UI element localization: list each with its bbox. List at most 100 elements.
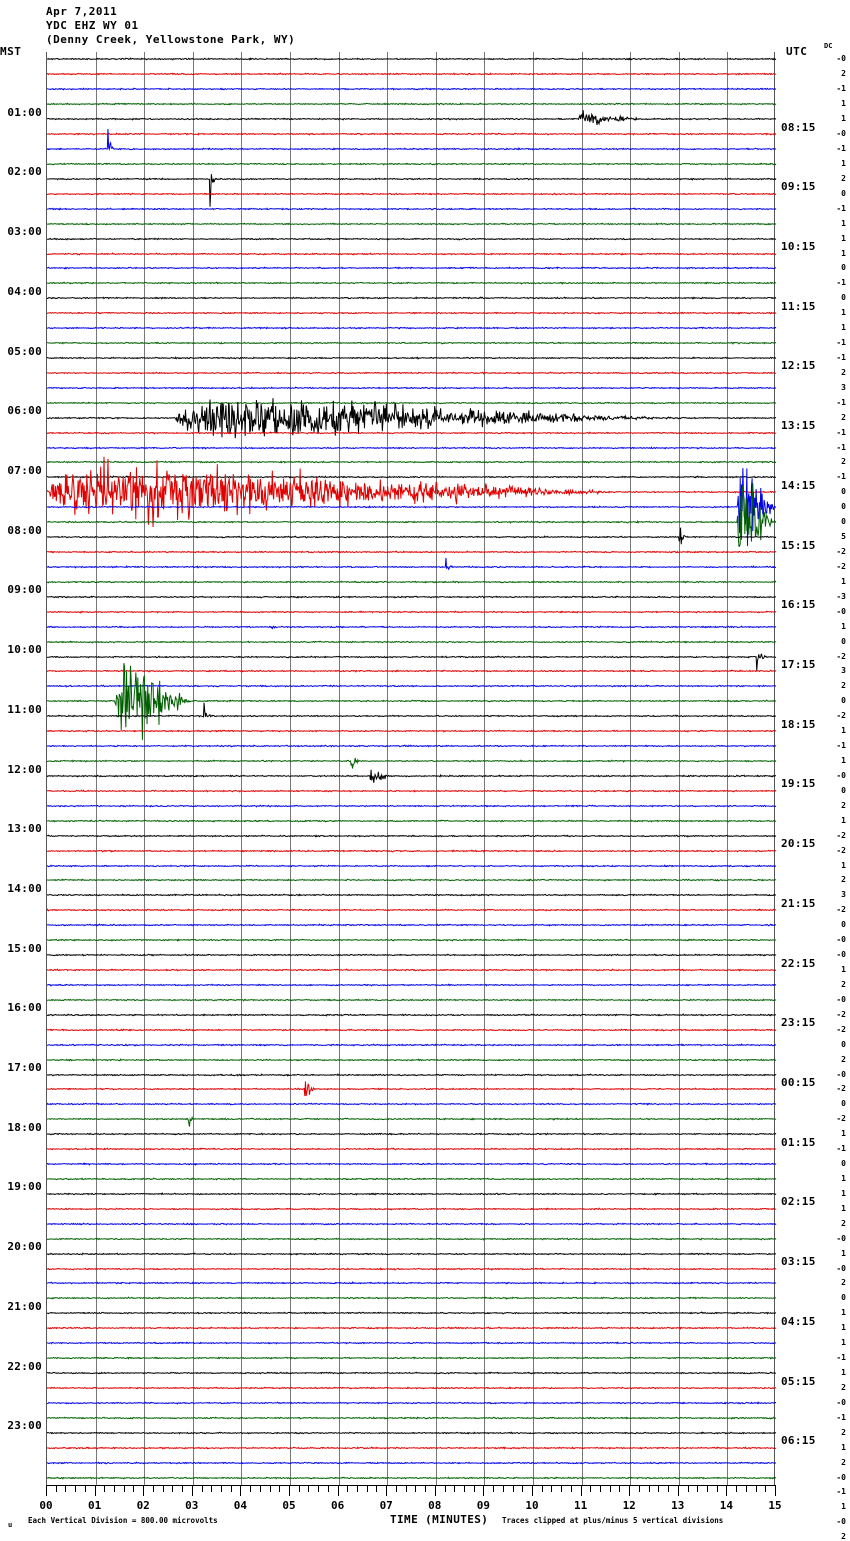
dc-offset-value: 0 <box>841 1099 846 1109</box>
x-tick-minor <box>220 1485 222 1492</box>
trace-row <box>46 653 777 671</box>
trace-row <box>46 669 777 674</box>
dc-offset-value: 3 <box>841 890 846 900</box>
trace-row <box>46 266 777 271</box>
trace-path <box>46 311 777 315</box>
trace-row <box>46 326 777 330</box>
utc-time-label: 22:15 <box>781 956 816 970</box>
trace-row <box>46 162 777 166</box>
trace-path <box>46 1326 777 1331</box>
x-tick-minor <box>327 1485 329 1492</box>
dc-offset-value: 1 <box>841 308 846 318</box>
dc-offset-value: 1 <box>841 815 846 825</box>
trace-path <box>46 639 777 644</box>
trace-row <box>46 938 777 942</box>
mst-time-label: 01:00 <box>7 105 42 119</box>
dc-offset-value: 1 <box>841 1248 846 1258</box>
trace-row <box>46 296 777 300</box>
trace-row <box>46 1445 777 1450</box>
trace-path <box>46 397 777 438</box>
gridline-minute-3 <box>192 52 194 1485</box>
trace-row <box>46 401 777 405</box>
trace-row <box>46 1013 777 1017</box>
trace-path <box>46 173 777 207</box>
utc-time-label: 17:15 <box>781 658 816 671</box>
dc-offset-value: -2 <box>836 1009 846 1019</box>
trace-row <box>46 968 777 972</box>
dc-offset-value: 1 <box>841 1173 846 1183</box>
gridline-minute-10 <box>533 52 534 1485</box>
x-tick-major <box>94 1485 96 1496</box>
x-tick-minor <box>473 1485 475 1492</box>
x-axis-ticks <box>46 1485 776 1497</box>
trace-row <box>46 341 777 345</box>
trace-path <box>46 1460 777 1465</box>
x-tick-minor <box>133 1485 135 1492</box>
trace-path <box>46 848 777 853</box>
trace-path <box>46 653 777 671</box>
mst-time-label: 14:00 <box>7 881 42 895</box>
x-axis-tick-label: 03 <box>185 1499 199 1512</box>
trace-path <box>46 729 777 733</box>
trace-row <box>46 744 777 748</box>
x-axis-line <box>46 1485 775 1486</box>
dc-offset-value: 0 <box>841 1039 846 1049</box>
dc-offset-value: 1 <box>841 1502 846 1512</box>
trace-path <box>46 132 777 136</box>
trace-row <box>46 1147 777 1151</box>
trace-path <box>46 1252 777 1256</box>
trace-path <box>46 1237 777 1241</box>
x-tick-minor <box>425 1485 427 1492</box>
trace-path <box>46 1192 777 1196</box>
dc-offset-value: -1 <box>836 1353 846 1363</box>
trace-row <box>46 878 777 883</box>
trace-path <box>46 129 777 152</box>
trace-path <box>46 1401 777 1405</box>
x-tick-major <box>726 1485 728 1496</box>
trace-row <box>46 848 777 853</box>
trace-row <box>46 527 777 545</box>
trace-path <box>46 550 777 554</box>
dc-offset-value: 0 <box>841 1159 846 1169</box>
x-tick-minor <box>755 1485 757 1492</box>
trace-path <box>46 1027 777 1032</box>
trace-row <box>46 557 777 571</box>
x-tick-minor <box>687 1485 689 1492</box>
mst-time-label: 21:00 <box>7 1299 42 1313</box>
trace-path <box>46 625 777 630</box>
x-tick-minor <box>561 1485 563 1492</box>
utc-time-label: 16:15 <box>781 598 816 612</box>
trace-path <box>46 983 777 987</box>
dc-offset-value: 2 <box>841 1218 846 1228</box>
trace-row <box>46 371 776 375</box>
x-tick-minor <box>609 1485 611 1492</box>
utc-time-label: 11:15 <box>781 299 816 313</box>
dc-offset-value: 1 <box>841 248 846 258</box>
dc-offset-value: -2 <box>836 561 846 571</box>
utc-time-label: 18:15 <box>781 717 816 731</box>
mst-time-label: 22:00 <box>7 1359 42 1373</box>
mst-time-label: 11:00 <box>7 702 42 716</box>
x-tick-minor <box>454 1485 456 1492</box>
x-axis-tick-label: 05 <box>282 1499 296 1512</box>
x-tick-minor <box>376 1485 378 1492</box>
trace-path <box>46 401 777 405</box>
x-tick-minor <box>493 1485 495 1492</box>
x-tick-major <box>580 1485 582 1496</box>
clip-note: Traces clipped at plus/minus 5 vertical … <box>502 1516 724 1525</box>
trace-row <box>46 1266 777 1271</box>
trace-path <box>46 1207 777 1211</box>
x-tick-minor <box>65 1485 67 1492</box>
trace-path <box>46 819 777 823</box>
x-tick-minor <box>658 1485 660 1492</box>
mst-time-label: 13:00 <box>7 822 42 836</box>
x-tick-minor <box>668 1485 670 1492</box>
dc-offset-value: 2 <box>841 1278 846 1288</box>
dc-offset-value: 2 <box>841 979 846 989</box>
trace-row <box>46 281 777 286</box>
x-tick-minor <box>405 1485 407 1492</box>
trace-row <box>46 1177 777 1181</box>
mst-time-label: 12:00 <box>7 762 42 776</box>
trace-row <box>46 819 777 823</box>
dc-offset-value: 0 <box>841 263 846 273</box>
